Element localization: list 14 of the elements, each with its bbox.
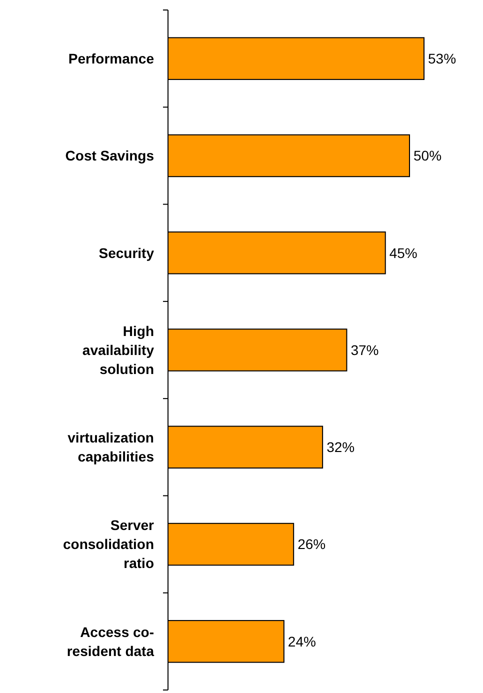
y-tick-label: High availability solution [82,322,154,377]
data-label: 26% [298,536,326,552]
data-label: 50% [414,148,442,164]
data-label: 32% [326,439,355,456]
data-label: 24% [288,633,316,650]
y-tick-label: Server consolidation ratio [63,517,155,572]
y-tick-label: Performance [68,50,154,66]
data-label: 37% [350,342,379,358]
y-tick-label: Security [98,244,154,261]
y-tick-label: Cost Savings [65,148,154,164]
y-tick-label: Access co-resident data [66,624,154,659]
data-label: 53% [428,50,456,66]
data-label: 45% [389,244,418,261]
y-tick-label: virtualization capabilities [68,430,154,465]
